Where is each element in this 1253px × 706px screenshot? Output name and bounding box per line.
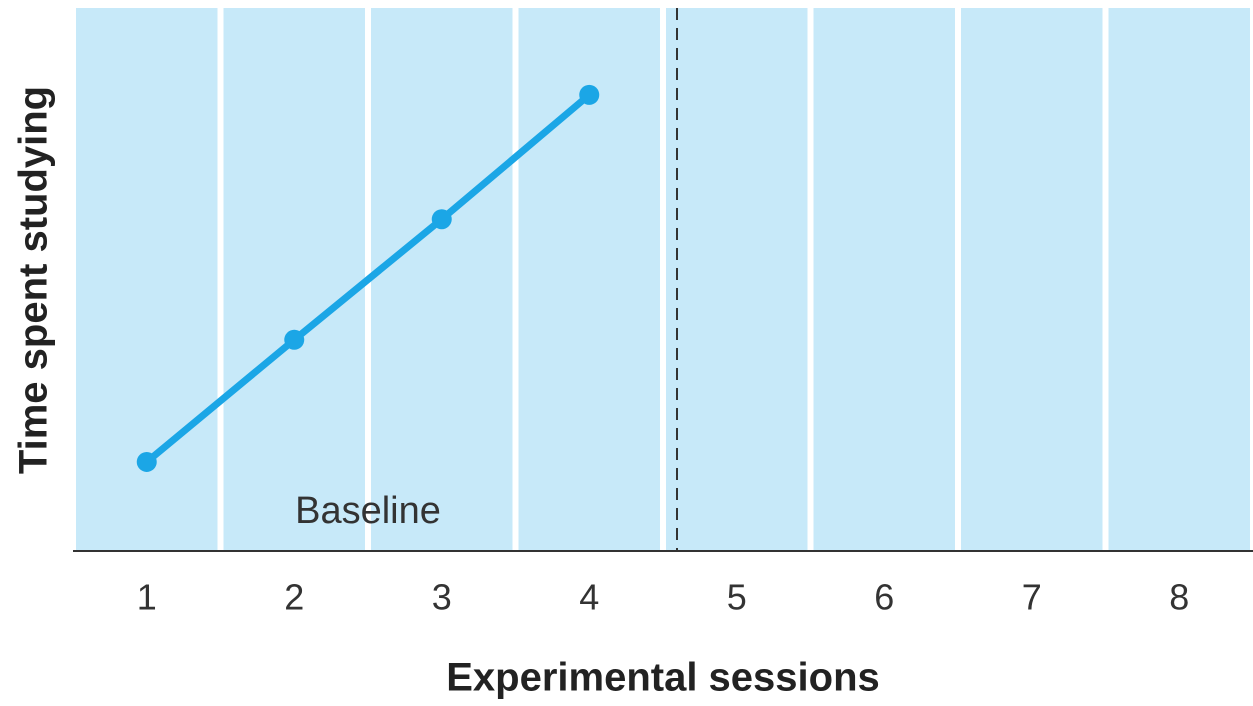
band [371, 8, 513, 551]
background-bands [76, 8, 1250, 551]
point [579, 84, 600, 105]
x-tick-label: 1 [137, 577, 157, 618]
y-axis-label: Time spent studying [12, 86, 56, 474]
band [813, 8, 955, 551]
annotation: Baseline [295, 490, 441, 532]
x-tick-label: 7 [1022, 577, 1042, 618]
band [1108, 8, 1250, 551]
x-tick-label: 5 [727, 577, 747, 618]
point [136, 451, 157, 472]
band [223, 8, 365, 551]
x-tick-label: 2 [284, 577, 304, 618]
x-tick-label: 8 [1169, 577, 1189, 618]
band [961, 8, 1103, 551]
x-tick-label: 6 [874, 577, 894, 618]
x-tick-label: 4 [579, 577, 599, 618]
x-tick-label: 3 [432, 577, 452, 618]
band [666, 8, 808, 551]
point [284, 329, 305, 350]
line [143, 91, 593, 466]
x-axis-label: Experimental sessions [446, 656, 880, 700]
point [431, 209, 452, 230]
